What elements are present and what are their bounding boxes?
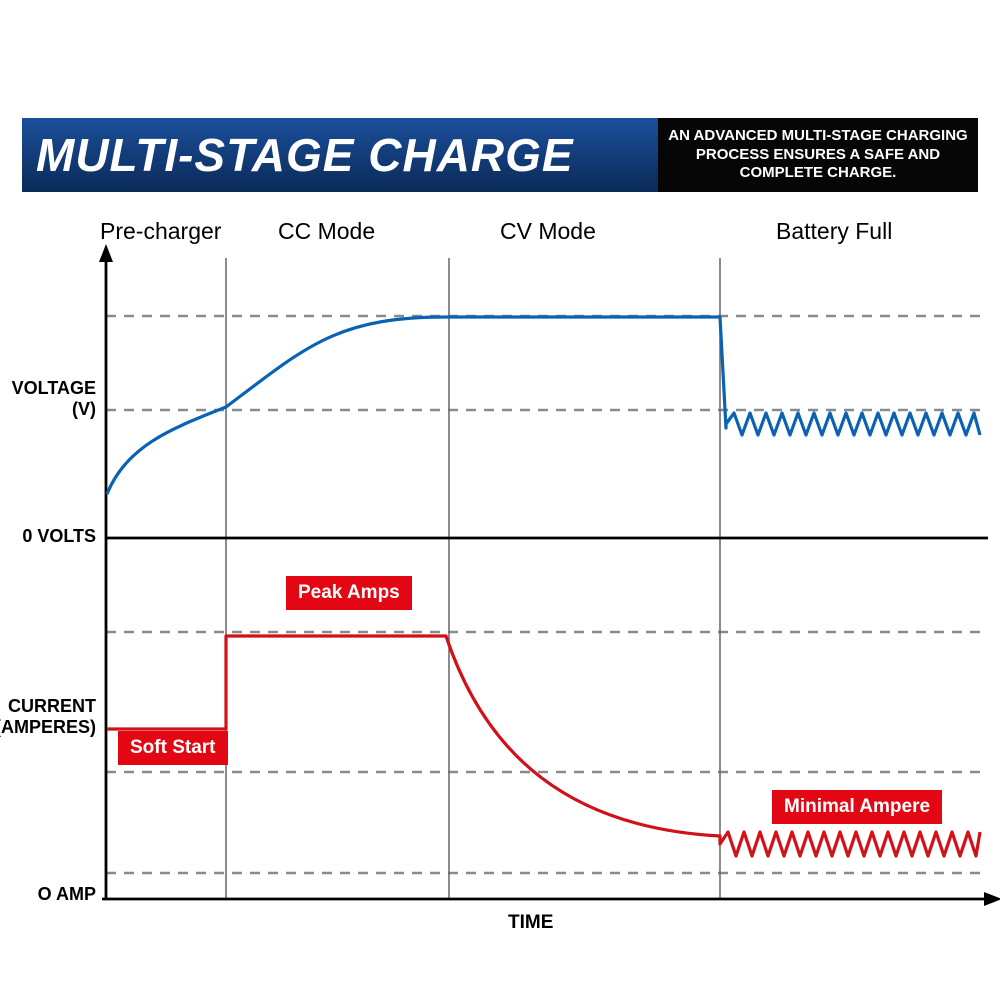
page-root: MULTI-STAGE CHARGE AN ADVANCED MULTI-STA… (0, 0, 1000, 1000)
voltage-curve (107, 317, 980, 494)
callout-soft-start: Soft Start (118, 731, 228, 765)
callout-minimal-ampere: Minimal Ampere (772, 790, 942, 824)
chart-svg (0, 0, 1000, 1000)
callout-peak-amps: Peak Amps (286, 576, 412, 610)
